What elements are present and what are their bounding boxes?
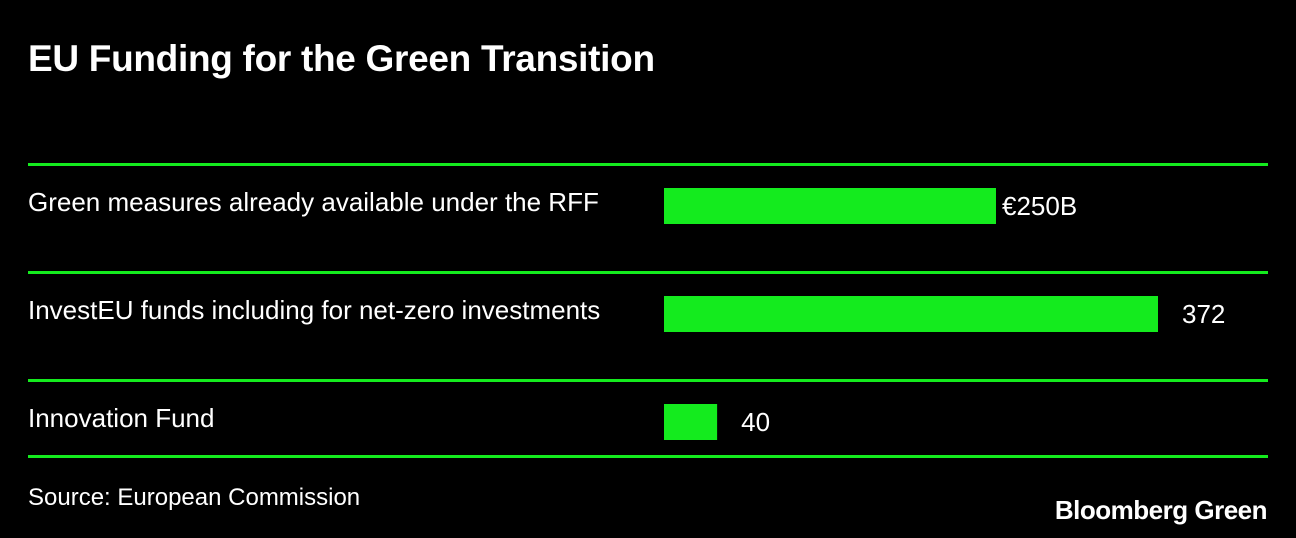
row-divider [28, 455, 1268, 458]
row-divider [28, 163, 1268, 166]
row-divider [28, 271, 1268, 274]
bar [664, 188, 996, 224]
category-label: Innovation Fund [28, 403, 215, 433]
category-label: InvestEU funds including for net-zero in… [28, 295, 601, 325]
brand-logo: Bloomberg Green [1054, 495, 1268, 525]
bar [664, 404, 718, 440]
value-label: 40 [741, 407, 771, 437]
value-label: 372 [1182, 299, 1226, 329]
source-note: Source: European Commission [28, 484, 361, 511]
chart-title: EU Funding for the Green Transition [28, 38, 655, 79]
value-label: €250B [1001, 191, 1078, 221]
category-label: Green measures already available under t… [28, 187, 599, 217]
row-divider [28, 379, 1268, 382]
bar [664, 296, 1158, 332]
